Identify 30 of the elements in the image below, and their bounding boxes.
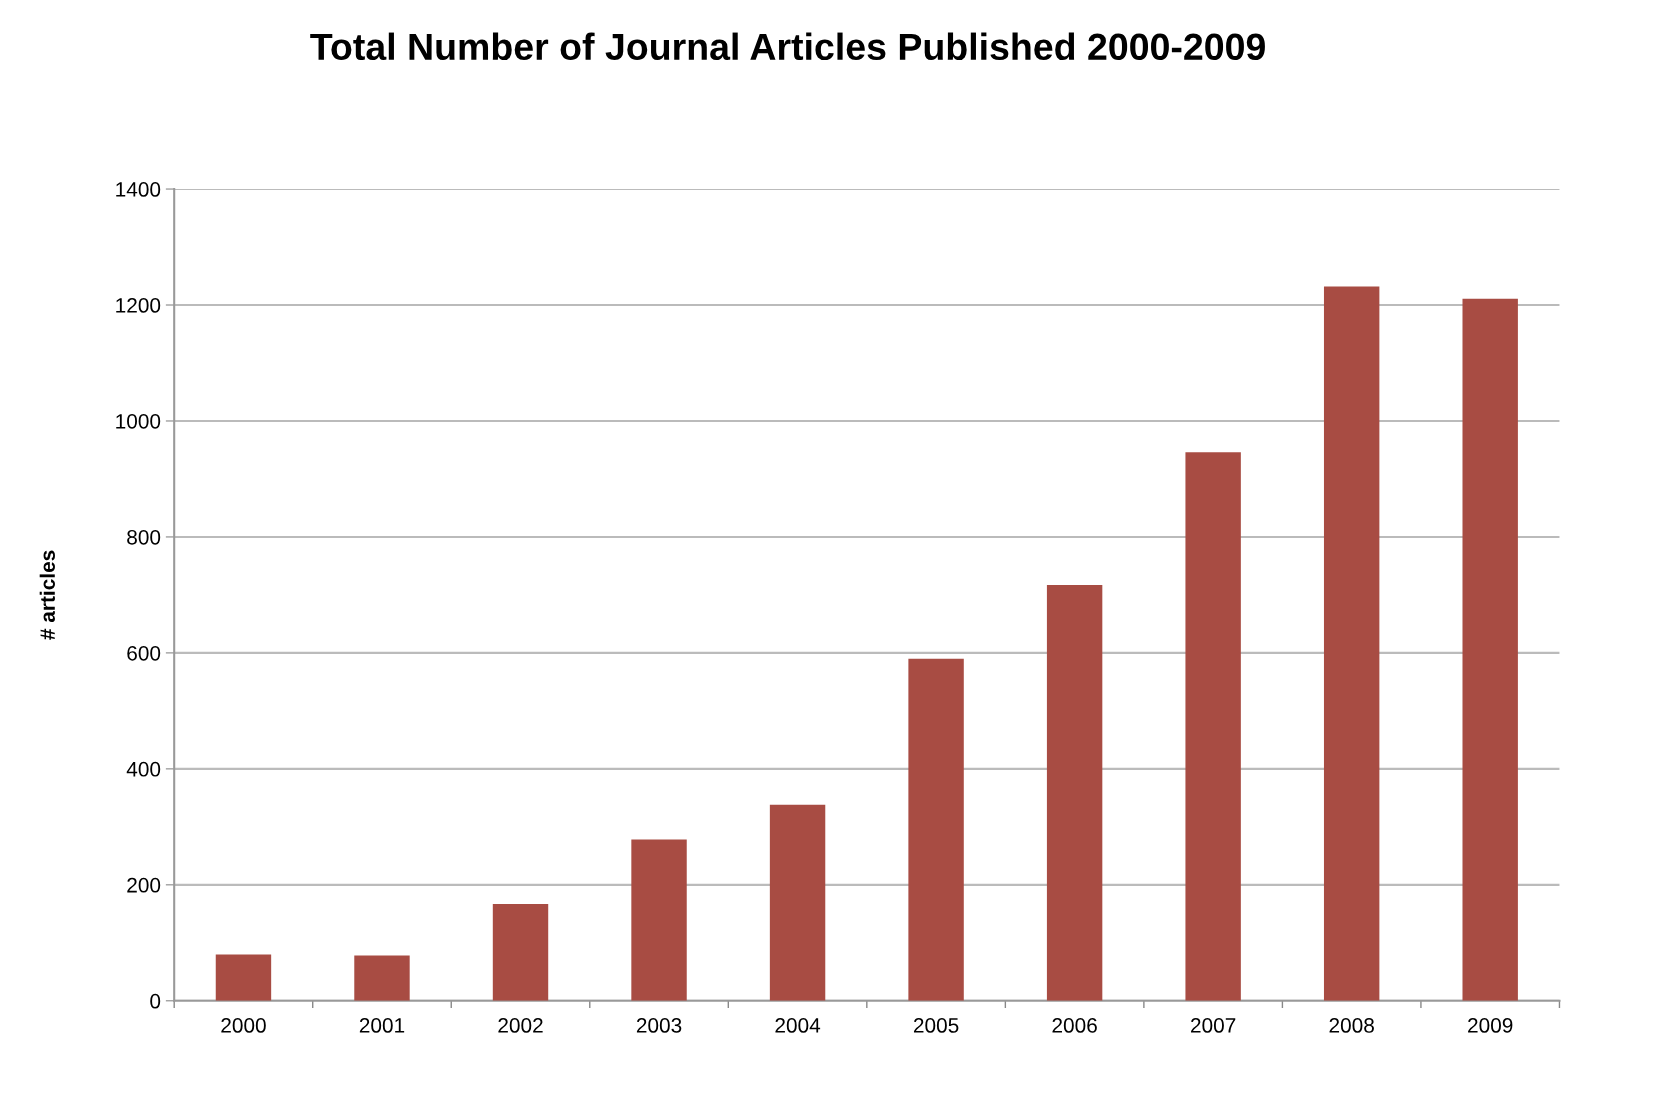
y-tick-label: 400 [126,761,161,777]
bar [1185,452,1241,1001]
bar [215,954,272,1001]
y-tick-label: 600 [127,645,161,661]
y-tick-label: 1000 [116,413,161,429]
y-axis-title: # articles [39,550,55,640]
x-tick-label: 2000 [221,1018,266,1033]
x-tick-label: 2006 [1052,1018,1097,1033]
bar [908,658,964,1001]
bar [769,804,826,1001]
x-tick-label: 2002 [498,1018,543,1033]
y-tick-label: 1200 [116,298,161,313]
y-tick-label: 1400 [116,182,161,197]
bar [1462,298,1518,1001]
x-tick-label: 2008 [1329,1018,1374,1033]
y-tick-label: 200 [127,877,161,893]
x-tick-label: 2003 [636,1018,682,1033]
x-tick-label: 2004 [775,1018,821,1033]
bar [1046,585,1103,1001]
x-tick-label: 2001 [359,1018,405,1033]
bar [631,839,687,1001]
y-tick-label: 800 [127,529,161,545]
x-tick-label: 2009 [1468,1018,1513,1033]
x-tick-label: 2007 [1191,1018,1236,1033]
bar [492,903,549,1001]
x-tick-label: 2005 [913,1018,959,1033]
bar [1323,286,1380,1001]
y-tick-label: 0 [150,993,161,1009]
bar [354,955,410,1001]
chart-title: Total Number of Journal Articles Published 2000-2009 [310,32,1265,61]
